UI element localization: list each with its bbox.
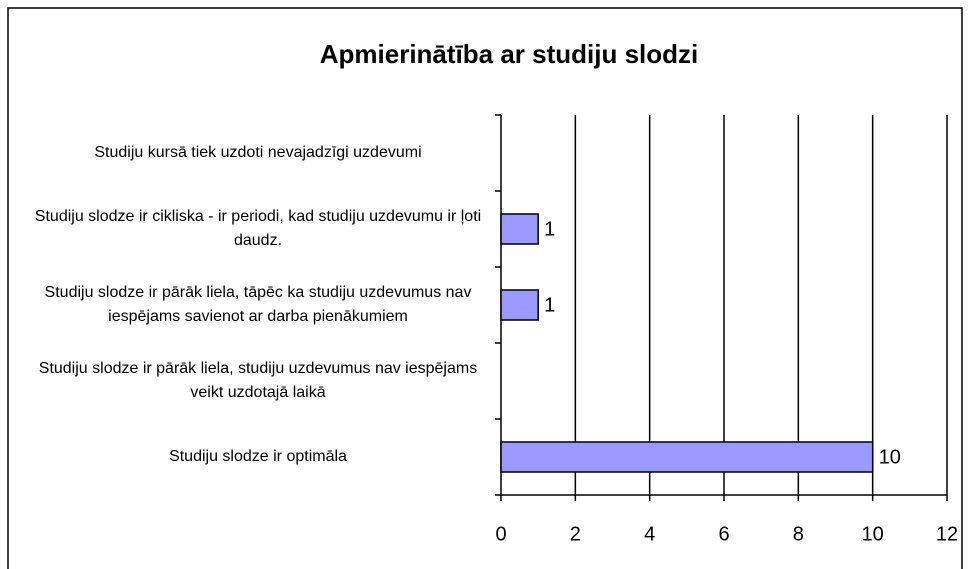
x-tick-label: 10 xyxy=(862,523,884,545)
y-tick-label: Studiju slodze ir cikliska - ir periodi,… xyxy=(34,208,482,249)
chart-title: Apmierinātība ar studiju slodzi xyxy=(320,39,699,69)
data-label: 10 xyxy=(879,446,901,468)
x-tick-label: 6 xyxy=(718,523,729,545)
data-label: 1 xyxy=(544,218,555,240)
data-label: 1 xyxy=(544,294,555,316)
x-tick-label: 12 xyxy=(936,523,958,545)
bar xyxy=(500,441,874,473)
x-tick-label: 0 xyxy=(495,523,506,545)
x-tick-label: 8 xyxy=(793,523,804,545)
y-tick-label: Studiju slodze ir pārāk liela, studiju u… xyxy=(38,360,478,401)
bar xyxy=(500,213,539,245)
frame xyxy=(7,7,963,569)
x-tick-label: 2 xyxy=(570,523,581,545)
y-tick-label: Studiju kursā tiek uzdoti nevajadzīgi uz… xyxy=(94,144,422,161)
bar xyxy=(500,289,539,321)
y-tick-label: Studiju slodze ir pārāk liela, tāpēc ka … xyxy=(44,284,472,325)
x-tick-label: 4 xyxy=(644,523,655,545)
y-tick-label: Studiju slodze ir optimāla xyxy=(169,448,347,465)
